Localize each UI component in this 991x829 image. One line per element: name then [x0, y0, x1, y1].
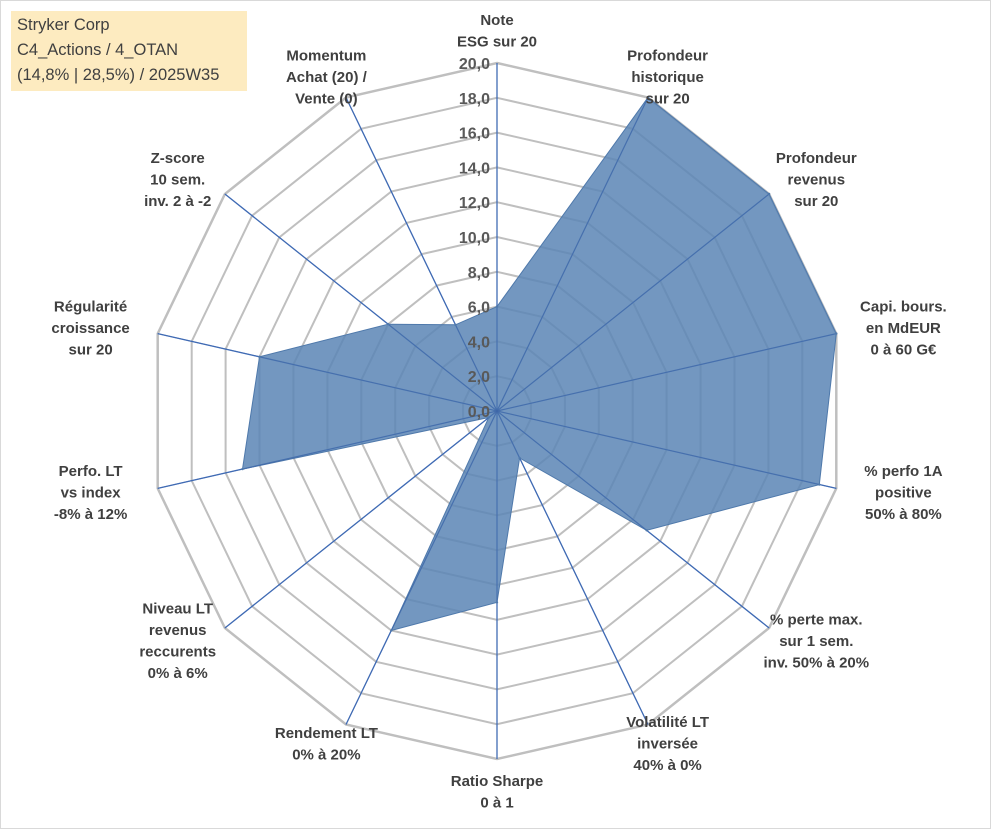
axis-spoke-overlay — [157, 410, 498, 489]
data-point — [495, 601, 499, 604]
data-point — [454, 323, 457, 326]
title-line-2: C4_Actions / 4_OTAN — [17, 41, 179, 59]
axis-label: inv. 50% à 20% — [763, 654, 869, 671]
axis-label: en MdEUR — [866, 320, 941, 337]
axis-spoke-overlay — [345, 97, 498, 412]
axis-spoke-overlay — [496, 410, 837, 489]
axis-label: inversée — [637, 736, 698, 753]
axis-spoke-overlay — [496, 410, 770, 629]
axis-label: revenus — [149, 622, 207, 639]
data-point — [818, 483, 821, 486]
axis-label: reccurents — [139, 644, 216, 661]
axis-label: -8% à 12% — [54, 506, 127, 523]
axis-label: 50% à 80% — [865, 506, 942, 523]
axis-spoke-overlay — [157, 333, 498, 412]
axis-label: % perte max. — [770, 611, 863, 628]
axis-label: sur 20 — [68, 341, 112, 358]
axis-label: revenus — [788, 172, 846, 189]
axis-label: Momentum — [286, 47, 366, 64]
label-layer: Note ESG sur 20 Profondeur historique sur 20… — [51, 12, 946, 812]
axis-label: ESG sur 20 — [457, 34, 537, 51]
tick-label: 10,0 — [459, 230, 490, 247]
axis-label: Z-score — [151, 150, 205, 167]
axis-label: 0% à 20% — [292, 746, 360, 763]
axis-label: croissance — [51, 320, 129, 337]
axis-spoke-overlay — [496, 193, 770, 412]
axis-label: Perfo. LT — [59, 463, 123, 480]
data-point — [835, 332, 838, 335]
axis-spoke-overlay — [224, 193, 498, 412]
axis-label: positive — [875, 485, 932, 502]
data-point — [767, 192, 771, 196]
data-point — [390, 629, 393, 632]
axis-label: 40% à 0% — [633, 757, 701, 774]
tick-label: 14,0 — [459, 160, 490, 177]
axis-spoke-overlay — [496, 97, 649, 412]
axis-label: vs index — [61, 485, 122, 502]
axis-label: Vente (0) — [295, 90, 358, 107]
series-layer — [157, 63, 838, 759]
axis-spoke-overlay — [224, 410, 498, 629]
axis-label: sur 20 — [794, 193, 838, 210]
axis-label: 0% à 6% — [148, 665, 208, 682]
title-line-3: (14,8% | 28,5%) / 2025W35 — [17, 66, 220, 84]
tick-label: 18,0 — [459, 91, 490, 108]
axis-label: Note — [480, 12, 513, 29]
tick-label: 8,0 — [468, 265, 490, 282]
data-point — [258, 355, 261, 358]
axis-spoke-overlay — [345, 410, 498, 725]
axis-label: Profondeur — [776, 150, 857, 167]
tick-label: 12,0 — [459, 195, 490, 212]
title-line-1: Stryker Corp — [17, 16, 110, 34]
data-point — [646, 96, 650, 99]
data-point — [645, 529, 648, 532]
axis-label: sur 1 sem. — [779, 633, 853, 650]
axis-label: Volatilité LT — [626, 714, 709, 731]
axis-label: inv. 2 à -2 — [144, 193, 211, 210]
chart-title-box: Stryker Corp C4_Actions / 4_OTAN (14,8% … — [11, 11, 247, 91]
data-point — [518, 456, 521, 460]
tick-layer: 0,0 2,0 4,0 6,0 8,0 10,0 12,0 14,0 16,0 18,0 20,0 — [459, 56, 490, 421]
axis-spoke-overlay — [496, 410, 649, 725]
axis-label: 0 à 60 G€ — [870, 341, 937, 358]
tick-label: 0,0 — [468, 404, 490, 421]
axis-label: 10 sem. — [150, 172, 205, 189]
tick-label: 20,0 — [459, 56, 490, 73]
data-point — [387, 323, 390, 326]
tick-label: 2,0 — [468, 369, 490, 386]
axis-label: % perfo 1A — [864, 463, 943, 480]
axis-label: Profondeur — [627, 47, 708, 64]
axis-label: Capi. bours. — [860, 298, 947, 315]
axis-label: Rendement LT — [275, 725, 378, 742]
axis-label: sur 20 — [645, 90, 689, 107]
tick-label: 6,0 — [468, 300, 490, 317]
axis-label: Niveau LT — [142, 601, 213, 618]
axis-label: 0 à 1 — [480, 795, 513, 812]
tick-label: 4,0 — [468, 334, 490, 351]
axis-label: Achat (20) / — [286, 69, 368, 86]
axis-label: Régularité — [54, 298, 127, 315]
axis-label: historique — [631, 69, 704, 86]
data-point — [495, 305, 499, 308]
axis-label: Ratio Sharpe — [451, 773, 544, 790]
data-point — [487, 416, 490, 419]
tick-label: 16,0 — [459, 126, 490, 143]
data-point — [241, 467, 244, 471]
axis-spoke-overlay — [496, 333, 837, 412]
